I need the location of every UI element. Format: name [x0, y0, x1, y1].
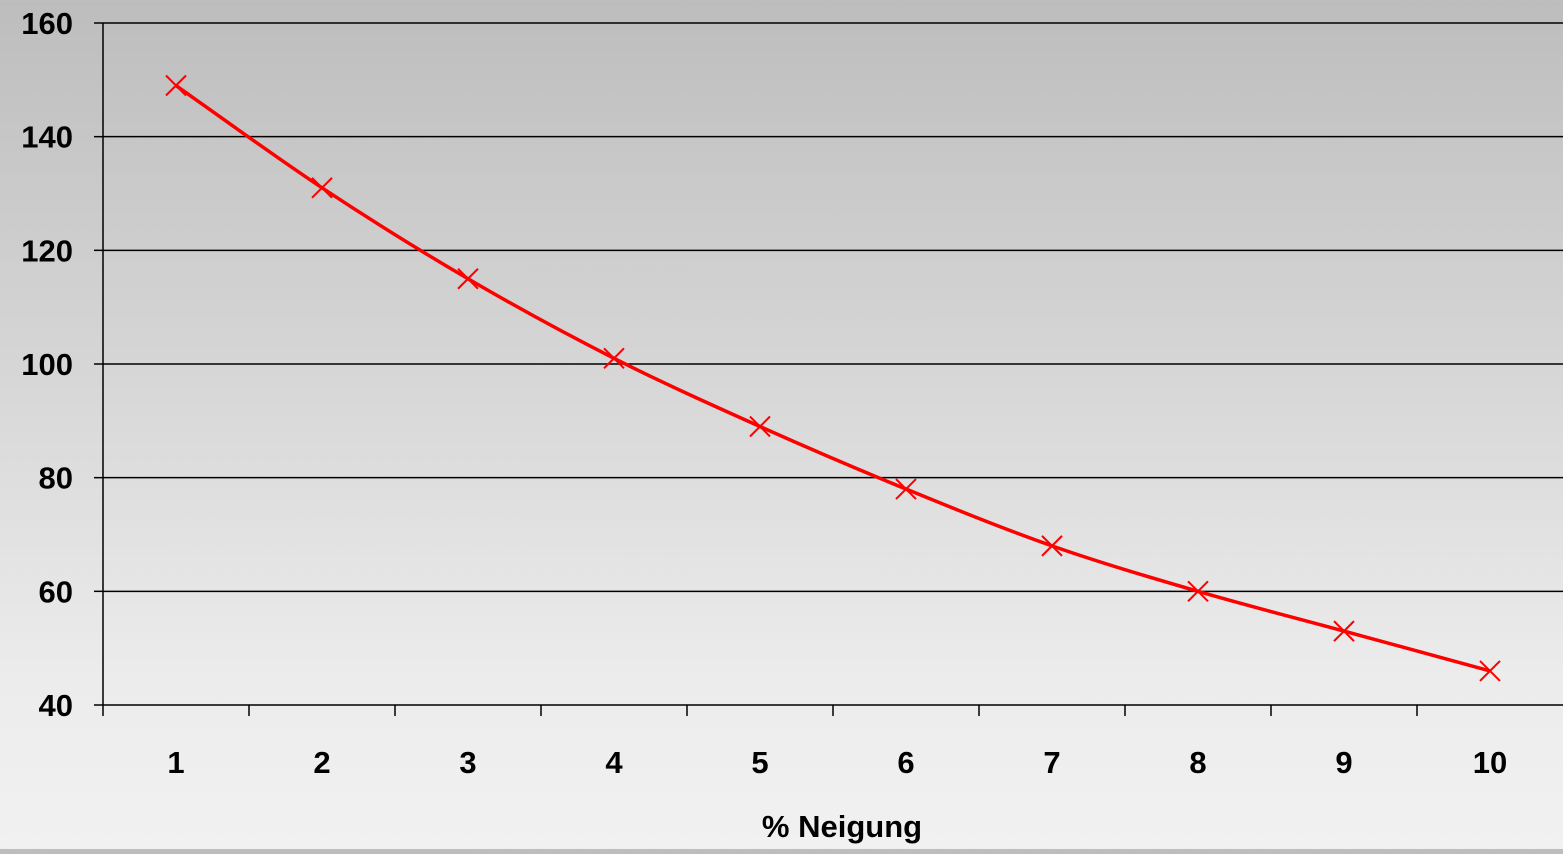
x-tick-label: 9 — [1335, 745, 1352, 780]
data-point-marker — [1479, 660, 1501, 682]
series-line — [174, 84, 1491, 673]
x-tick-label: 1 — [167, 745, 184, 780]
x-tick-label: 10 — [1473, 745, 1507, 780]
x-tick-label: 6 — [897, 745, 914, 780]
x-tick-label: 4 — [605, 745, 623, 780]
data-point-marker — [1187, 580, 1209, 603]
y-tick-label: 140 — [21, 120, 73, 155]
data-point-marker — [457, 268, 479, 290]
x-tick-label: 2 — [313, 745, 330, 780]
data-point-marker — [1333, 620, 1355, 642]
marker-stroke — [749, 415, 771, 438]
x-tick-label: 5 — [751, 745, 768, 780]
y-tick-labels: 40 60 80 100 120 140 160 — [21, 6, 73, 723]
marker-stroke — [165, 74, 187, 97]
data-point-marker — [749, 415, 771, 438]
marker-stroke — [603, 347, 625, 370]
marker-stroke — [1187, 580, 1209, 603]
marker-stroke — [895, 478, 917, 500]
data-point-marker — [311, 177, 333, 199]
x-tick-label: 3 — [459, 745, 476, 780]
y-tick-label: 120 — [21, 233, 73, 268]
data-point-marker — [603, 347, 625, 370]
series — [165, 74, 1501, 682]
data-point-marker — [1041, 535, 1063, 557]
x-tick-label: 8 — [1189, 745, 1206, 780]
x-tick-label: 7 — [1043, 745, 1060, 780]
marker-stroke — [311, 177, 333, 199]
y-tick-label: 40 — [39, 688, 73, 723]
axes — [94, 22, 1563, 716]
gridlines — [103, 22, 1563, 593]
marker-stroke — [1333, 620, 1355, 642]
y-tick-label: 100 — [21, 347, 73, 382]
data-point-marker — [895, 478, 917, 500]
x-tick-labels: 1 2 3 4 5 6 7 8 9 10 — [167, 745, 1507, 780]
x-axis-label: % Neigung — [762, 809, 922, 844]
y-tick-label: 60 — [39, 574, 73, 609]
marker-stroke — [1041, 535, 1063, 557]
marker-stroke — [457, 268, 479, 290]
data-point-marker — [165, 74, 187, 97]
marker-stroke — [1479, 660, 1501, 682]
y-tick-label: 160 — [21, 6, 73, 41]
y-tick-label: 80 — [39, 461, 73, 496]
